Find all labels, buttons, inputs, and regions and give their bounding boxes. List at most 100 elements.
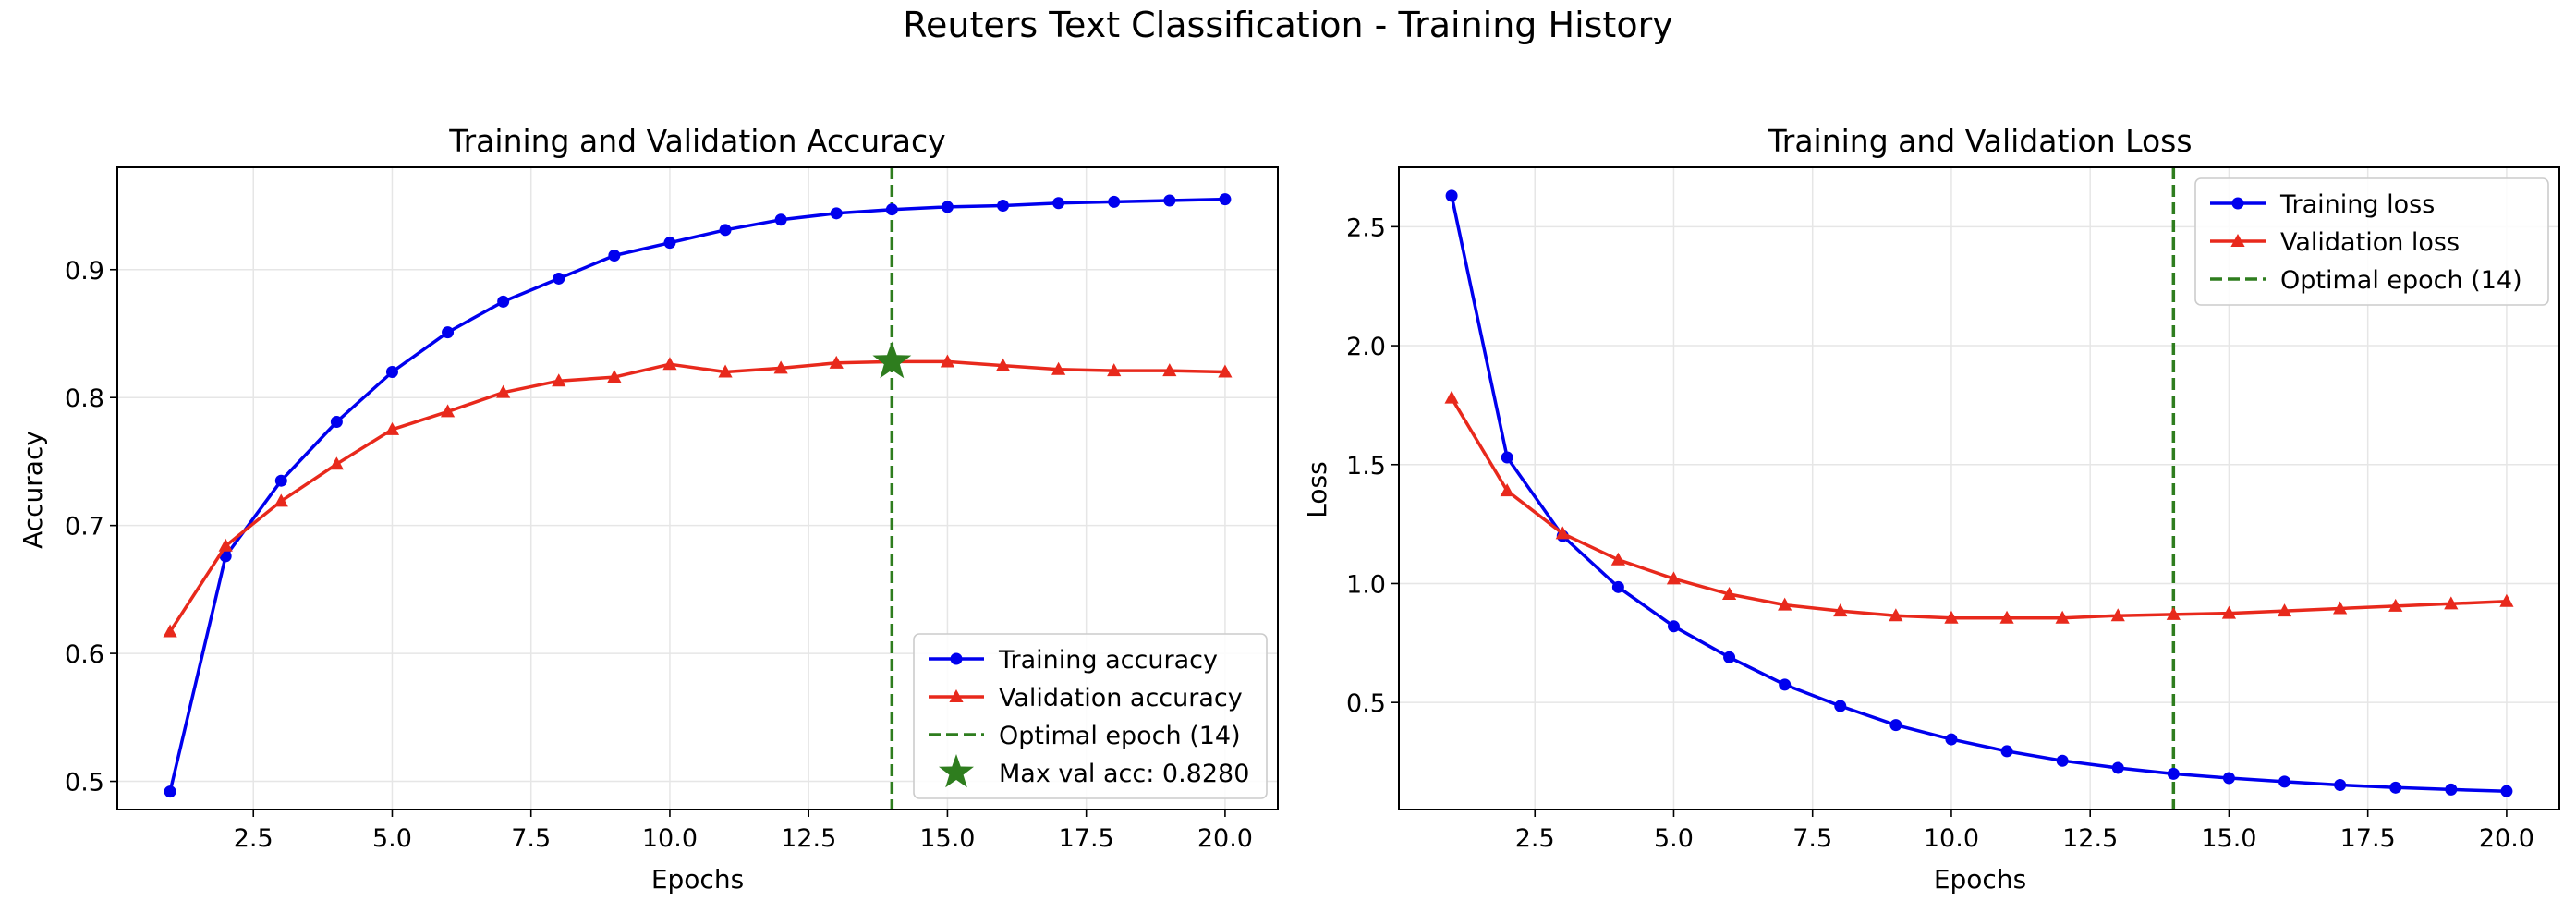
- loss-grid: [1399, 167, 2559, 810]
- loss-legend-marker: [2231, 197, 2244, 210]
- accuracy-data-point: [1107, 363, 1122, 377]
- accuracy-data-point: [440, 404, 456, 418]
- loss-data-point: [1611, 580, 1624, 593]
- loss-data-point: [1889, 719, 1902, 732]
- loss-data-point: [1945, 733, 1958, 746]
- loss-y-tick-label: 2.5: [1346, 213, 1386, 242]
- loss-data-point: [1999, 610, 2014, 624]
- accuracy-data-point: [274, 474, 287, 487]
- accuracy-data-point: [164, 785, 176, 798]
- loss-y-axis-label: Loss: [1302, 461, 1332, 517]
- accuracy-data-point: [1218, 364, 1233, 378]
- loss-legend-marker: [2230, 234, 2245, 247]
- accuracy-data-point: [1108, 195, 1121, 208]
- loss-series-validation: [1444, 390, 2514, 624]
- accuracy-data-point: [329, 456, 344, 470]
- accuracy-data-point: [385, 366, 398, 379]
- loss-data-point: [1666, 571, 1682, 585]
- accuracy-data-point: [1051, 361, 1066, 375]
- loss-legend-label: Training loss: [2279, 190, 2435, 219]
- loss-legend-label: Validation loss: [2280, 228, 2460, 257]
- loss-x-tick-label: 10.0: [1924, 824, 1979, 853]
- loss-data-point: [1445, 189, 1458, 202]
- loss-x-tick-label: 5.0: [1654, 824, 1694, 853]
- loss-legend-box: [2194, 177, 2549, 306]
- loss-data-point: [2221, 605, 2237, 619]
- accuracy-data-point: [830, 207, 843, 220]
- loss-data-point: [1721, 587, 1737, 601]
- accuracy-x-tick-label: 20.0: [1197, 824, 1253, 853]
- loss-x-tick-label: 20.0: [2479, 824, 2534, 853]
- loss-data-point: [2500, 785, 2513, 797]
- loss-x-tick-label: 15.0: [2201, 824, 2256, 853]
- loss-y-tick-label: 2.0: [1346, 333, 1386, 361]
- accuracy-y-tick-label: 0.6: [65, 640, 104, 669]
- accuracy-x-tick-label: 5.0: [372, 824, 412, 853]
- loss-data-point: [2000, 745, 2013, 758]
- accuracy-y-tick-label: 0.8: [65, 384, 104, 413]
- accuracy-legend-label: Training accuracy: [998, 646, 1218, 675]
- accuracy-data-point: [663, 237, 676, 250]
- accuracy-data-point: [773, 360, 788, 374]
- accuracy-data-point: [997, 200, 1010, 213]
- loss-data-point: [1944, 610, 1959, 624]
- accuracy-y-tick-label: 0.9: [65, 257, 104, 286]
- accuracy-data-point: [330, 416, 343, 429]
- loss-y-tick-label: 1.0: [1346, 570, 1386, 599]
- accuracy-data-point: [497, 295, 510, 308]
- loss-data-point: [1501, 451, 1513, 464]
- accuracy-legend-label: Validation accuracy: [999, 684, 1243, 712]
- accuracy-plot-frame: [116, 166, 1279, 810]
- loss-data-point: [2445, 783, 2458, 796]
- loss-y-tick-label: 1.5: [1346, 452, 1386, 481]
- loss-data-point: [2388, 598, 2403, 612]
- loss-data-point: [1444, 390, 1459, 404]
- accuracy-data-point: [1052, 197, 1065, 210]
- accuracy-x-axis-label: Epochs: [651, 864, 744, 895]
- loss-legend-label: Optimal epoch (14): [2280, 266, 2522, 295]
- loss-data-point: [1778, 597, 1792, 611]
- loss-x-tick-label: 12.5: [2062, 824, 2118, 853]
- loss-data-point: [1723, 651, 1736, 663]
- accuracy-legend-label: Optimal epoch (14): [999, 722, 1241, 750]
- accuracy-data-point: [829, 355, 844, 369]
- accuracy-y-axis-label: Accuracy: [18, 431, 48, 549]
- accuracy-data-point: [1163, 194, 1176, 207]
- accuracy-series-line: [168, 197, 1225, 793]
- loss-series-line: [1450, 195, 2507, 793]
- loss-data-point: [2389, 781, 2402, 794]
- loss-legend: Training loss Validation loss Optimal epoc…: [2194, 177, 2549, 306]
- accuracy-data-point: [273, 493, 288, 507]
- accuracy-x-tick-label: 12.5: [781, 824, 836, 853]
- loss-data-point: [2167, 767, 2180, 780]
- accuracy-x-tick-label: 15.0: [919, 824, 975, 853]
- accuracy-legend-label: Max val acc: 0.8280: [999, 760, 1249, 788]
- accuracy-x-tick-label: 2.5: [234, 824, 273, 853]
- loss-x-tick-label: 2.5: [1515, 824, 1555, 853]
- accuracy-data-point: [885, 203, 898, 216]
- accuracy-data-point: [552, 373, 566, 387]
- accuracy-legend-marker: [949, 689, 964, 702]
- accuracy-legend-swatch: [939, 754, 974, 788]
- loss-data-point: [2056, 754, 2069, 767]
- loss-data-point: [2055, 610, 2070, 624]
- accuracy-data-point: [995, 358, 1011, 371]
- loss-chart-title: Training and Validation Loss: [1767, 123, 2192, 159]
- accuracy-data-point: [719, 224, 732, 237]
- accuracy-y-tick-label: 0.5: [65, 769, 104, 797]
- figure-suptitle: Reuters Text Classification - Training H…: [903, 5, 1672, 45]
- loss-data-point: [1500, 483, 1514, 497]
- loss-data-point: [1667, 620, 1680, 633]
- loss-data-point: [1610, 552, 1625, 566]
- loss-data-point: [1833, 603, 1848, 617]
- loss-data-point: [2444, 596, 2459, 610]
- loss-chart: Training and Validation Loss Epochs Loss…: [1302, 123, 2560, 895]
- accuracy-max-val-star: [872, 341, 912, 379]
- loss-data-point: [2277, 603, 2292, 617]
- loss-x-axis-label: Epochs: [1934, 864, 2026, 895]
- loss-series-line: [1450, 396, 2507, 620]
- loss-data-point: [1779, 678, 1792, 691]
- accuracy-data-point: [442, 326, 455, 339]
- accuracy-x-tick-label: 10.0: [642, 824, 698, 853]
- accuracy-data-point: [662, 357, 677, 371]
